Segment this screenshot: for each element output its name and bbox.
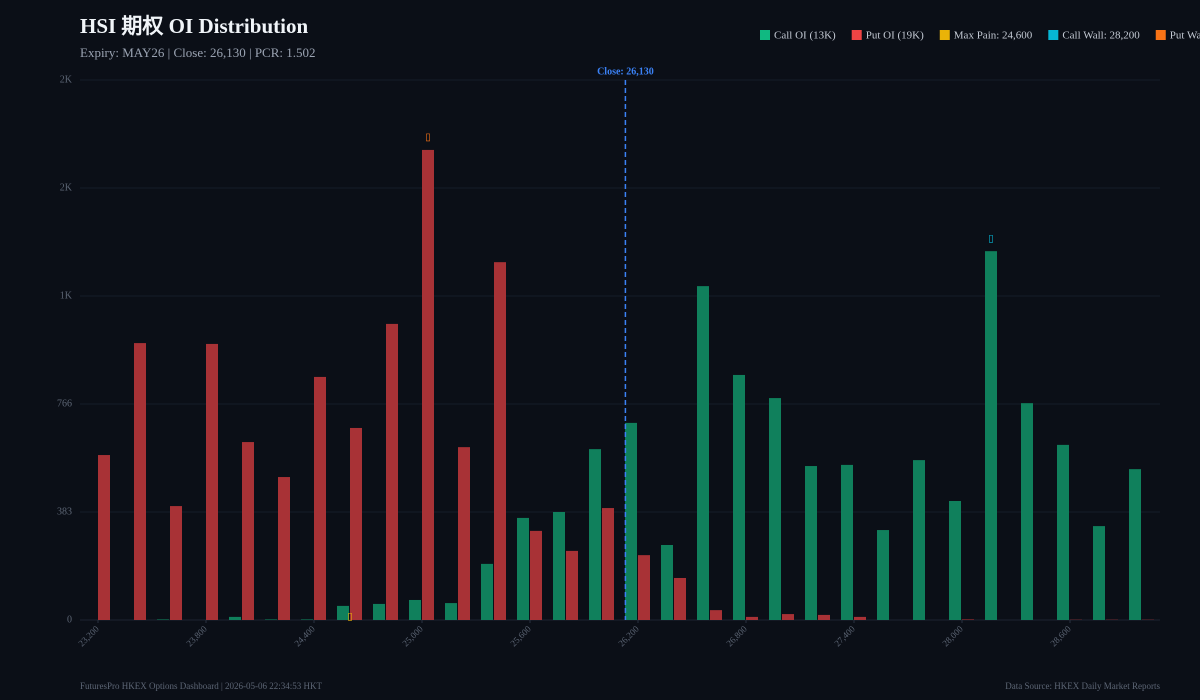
bar — [877, 530, 889, 620]
annotation-marker: ▯ — [988, 233, 994, 244]
legend-swatch — [1155, 30, 1166, 40]
bar — [589, 449, 601, 620]
bar — [265, 619, 277, 620]
bar — [278, 477, 290, 620]
bar — [854, 616, 866, 620]
bar — [913, 460, 925, 620]
bar — [661, 544, 673, 620]
footer-right: Data Source: HKEX Daily Market Reports — [1005, 681, 1160, 691]
bar — [949, 501, 961, 620]
y-tick-label: 2K — [60, 182, 73, 193]
legend-swatch — [1048, 30, 1059, 40]
bar — [229, 616, 241, 620]
bar — [697, 286, 709, 620]
bar — [373, 603, 385, 620]
bar — [638, 555, 650, 620]
bar — [445, 603, 457, 620]
bar — [206, 343, 218, 620]
bar — [337, 605, 349, 620]
bar — [242, 442, 254, 620]
y-tick-label: 0 — [67, 614, 72, 625]
bar — [553, 512, 565, 620]
annotation-marker: ▯ — [347, 611, 353, 622]
bar — [769, 398, 781, 620]
bar — [386, 323, 398, 620]
bar — [494, 262, 506, 620]
legend-label: Call OI (13K) — [774, 30, 836, 42]
y-tick-label: 1K — [60, 290, 73, 301]
bar — [301, 619, 313, 620]
bar — [1093, 526, 1105, 620]
bar — [602, 508, 614, 620]
legend-label: Max Pain: 24,600 — [954, 30, 1033, 42]
legend-swatch — [760, 30, 770, 40]
bar — [841, 464, 853, 620]
annotation-marker: ▯ — [425, 132, 431, 143]
bar — [962, 619, 974, 620]
legend-swatch — [851, 30, 862, 40]
legend-label: Put OI (19K) — [866, 30, 924, 42]
legend-swatch — [939, 30, 950, 40]
y-tick-label: 2K — [60, 74, 73, 85]
footer-left: FuturesPro HKEX Options Dashboard | 2026… — [80, 681, 323, 691]
legend-label: Call Wall: 28,200 — [1062, 30, 1140, 42]
bar — [170, 506, 182, 620]
bar — [625, 422, 637, 620]
bar — [157, 619, 169, 620]
bar — [818, 614, 830, 620]
bar — [1021, 403, 1033, 620]
bar — [985, 251, 997, 620]
bar — [422, 149, 434, 620]
close-label: Close: 26,130 — [597, 66, 654, 77]
bar — [1057, 444, 1069, 620]
bar — [566, 550, 578, 620]
bar — [530, 530, 542, 620]
bar — [458, 447, 470, 620]
bar — [710, 610, 722, 620]
bar — [350, 427, 362, 620]
chart-title: HSI 期权 OI Distribution — [80, 14, 308, 38]
bar — [746, 616, 758, 620]
bar — [674, 577, 686, 620]
bar — [314, 376, 326, 620]
bar — [481, 563, 493, 620]
bar — [98, 455, 110, 620]
chart-subtitle: Expiry: MAY26 | Close: 26,130 | PCR: 1.5… — [80, 45, 316, 60]
bar — [733, 374, 745, 620]
y-tick-label: 766 — [57, 398, 72, 409]
bar — [134, 343, 146, 620]
bar — [1129, 469, 1141, 620]
bar — [782, 614, 794, 620]
legend-label: Put Wall: 25,000 — [1170, 30, 1200, 42]
bar — [805, 466, 817, 620]
y-tick-label: 383 — [57, 506, 72, 517]
bar — [409, 599, 421, 620]
bar — [517, 517, 529, 620]
